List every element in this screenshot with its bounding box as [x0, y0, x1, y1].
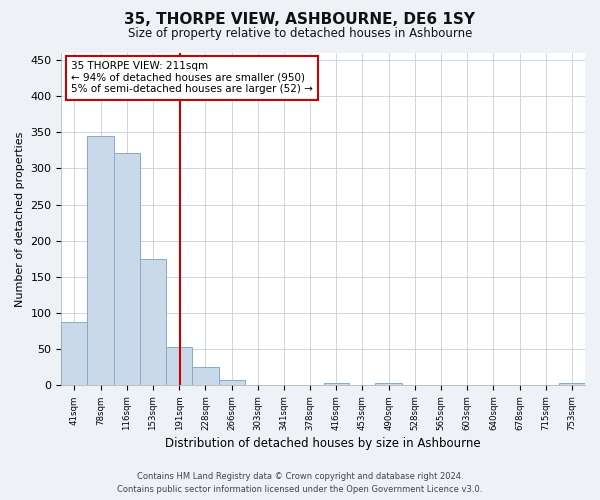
Text: Size of property relative to detached houses in Ashbourne: Size of property relative to detached ho…: [128, 28, 472, 40]
Bar: [559, 384, 585, 386]
Text: 35, THORPE VIEW, ASHBOURNE, DE6 1SY: 35, THORPE VIEW, ASHBOURNE, DE6 1SY: [125, 12, 476, 28]
Text: Contains HM Land Registry data © Crown copyright and database right 2024.
Contai: Contains HM Land Registry data © Crown c…: [118, 472, 482, 494]
Bar: [166, 347, 192, 386]
Bar: [114, 153, 140, 386]
X-axis label: Distribution of detached houses by size in Ashbourne: Distribution of detached houses by size …: [166, 437, 481, 450]
Bar: [140, 259, 166, 386]
Bar: [323, 382, 349, 386]
Bar: [375, 384, 402, 386]
Y-axis label: Number of detached properties: Number of detached properties: [15, 132, 25, 306]
Bar: [61, 322, 87, 386]
Text: 35 THORPE VIEW: 211sqm
← 94% of detached houses are smaller (950)
5% of semi-det: 35 THORPE VIEW: 211sqm ← 94% of detached…: [71, 61, 313, 94]
Bar: [87, 136, 114, 386]
Bar: [218, 380, 245, 386]
Bar: [192, 368, 218, 386]
